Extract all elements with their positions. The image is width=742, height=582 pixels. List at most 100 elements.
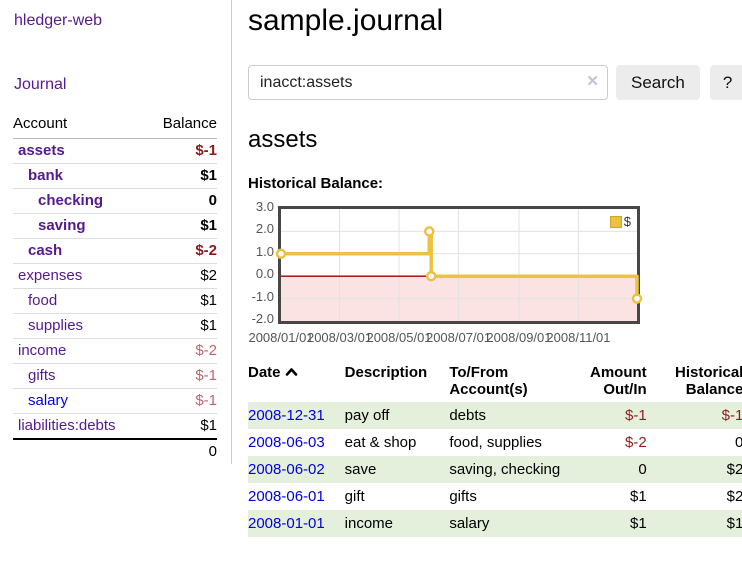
account-link[interactable]: cash (28, 242, 63, 259)
y-axis-tick-label: 3.0 (255, 199, 274, 214)
transaction-date-link[interactable]: 2008-06-02 (248, 461, 325, 478)
account-balance: $-2 (146, 238, 217, 264)
account-row: income $-2 (13, 338, 217, 364)
accounts-header-balance: Balance (146, 112, 217, 139)
sidebar: hledger-web Journal Account Balance asse… (0, 0, 232, 464)
transaction-accounts: salary (449, 510, 569, 537)
transaction-date-link[interactable]: 2008-12-31 (248, 407, 325, 424)
transaction-amount: $-1 (568, 402, 649, 429)
account-link[interactable]: food (28, 292, 58, 309)
historical-balance-chart: $ 3.0 2.0 1.0 0.0 -1.0 -2.0 2008/01/01 2008/03/… (248, 199, 742, 346)
account-balance: $1 (146, 288, 217, 314)
transaction-date-link[interactable]: 2008-06-01 (248, 488, 325, 505)
transaction-amount: $1 (629, 488, 647, 505)
account-row: checking 0 (13, 188, 217, 214)
account-link[interactable]: supplies (28, 317, 84, 334)
chart-title: Historical Balance: (248, 175, 384, 192)
transaction-balance: 0 (735, 434, 742, 451)
transaction-date-link[interactable]: 2008-01-01 (248, 515, 325, 532)
legend-label: $ (623, 214, 631, 229)
x-axis-tick-label: 2008/09/01 (486, 330, 552, 345)
account-balance: $-1 (146, 138, 217, 164)
accounts-header-account: Account (13, 112, 147, 139)
register-header-row: Date Description To/From Account(s) Amou… (248, 362, 742, 402)
transaction-amount: $-2 (624, 434, 647, 451)
account-link[interactable]: liabilities:debts (18, 417, 116, 434)
account-row: cash $-2 (13, 238, 217, 264)
account-balance: $1 (146, 413, 217, 440)
transaction-description: eat & shop (344, 434, 417, 451)
register-header-accounts: To/From Account(s) (449, 364, 528, 398)
account-balance: $2 (146, 263, 217, 289)
account-link[interactable]: income (18, 342, 67, 359)
account-row: expenses $2 (13, 263, 217, 289)
brand-link[interactable]: hledger-web (14, 12, 103, 29)
account-link[interactable]: gifts (28, 367, 56, 384)
account-balance: $-1 (146, 388, 217, 414)
transaction-balance: $2 (726, 488, 742, 505)
transaction-balance: $1 (648, 510, 742, 537)
app-window: hledger-web Journal Account Balance asse… (0, 0, 742, 537)
y-axis-tick-label: -1.0 (251, 288, 274, 304)
x-axis-tick-label: 2008/01/01 (248, 330, 314, 345)
help-button[interactable]: ? (709, 65, 742, 100)
account-balance: $1 (146, 163, 217, 189)
register-header-balance: Historical Balance (674, 364, 742, 398)
account-balance: $1 (146, 213, 217, 239)
account-link[interactable]: saving (38, 217, 86, 234)
accounts-total-value: 0 (146, 438, 217, 464)
transaction-balance: $2 (648, 456, 742, 483)
transaction-description: income (344, 510, 450, 537)
register-header-date[interactable]: Date (248, 362, 345, 402)
x-axis-tick-label: 2008/05/01 (366, 330, 432, 345)
register-table: Date Description To/From Account(s) Amou… (248, 362, 742, 537)
account-row: saving $1 (13, 213, 217, 239)
account-row: liabilities:debts $1 (13, 413, 217, 440)
account-row: gifts $-1 (13, 363, 217, 389)
account-row: food $1 (13, 288, 217, 314)
transaction-description: save (344, 456, 450, 483)
transaction-row: 2008-01-01 income salary $1 $1 (248, 510, 742, 537)
y-axis-tick-label: -2.0 (251, 311, 274, 326)
transaction-row: 2008-06-01 gift gifts $1 $2 (248, 483, 742, 510)
account-row: salary $-1 (13, 388, 217, 414)
sort-ascending-icon (285, 364, 298, 381)
search-form: ✕ Search ? (248, 65, 742, 100)
account-link[interactable]: bank (28, 167, 64, 184)
account-link[interactable]: expenses (18, 267, 83, 284)
clear-search-icon[interactable]: ✕ (586, 73, 599, 90)
account-link[interactable]: assets (18, 142, 65, 159)
x-axis-tick-label: 2008/03/01 (306, 330, 373, 345)
register-header-amount: Amount Out/In (590, 364, 647, 398)
main-content: sample.journal ✕ Search ? assets Histori… (232, 0, 742, 537)
accounts-total-row: 0 (13, 438, 217, 464)
register-header-date-label: Date (248, 364, 281, 381)
register-header-description: Description (344, 364, 428, 381)
y-axis-tick-label: 1.0 (255, 243, 274, 259)
account-row: assets $-1 (13, 138, 217, 164)
chart-plot-area: $ (275, 206, 643, 324)
account-link[interactable]: checking (38, 192, 104, 209)
legend-swatch (609, 215, 622, 228)
search-input[interactable] (248, 65, 608, 100)
transaction-amount: 0 (568, 456, 649, 483)
account-balance: $-1 (146, 363, 217, 389)
section-title: assets (248, 126, 318, 153)
chart-canvas (275, 209, 643, 321)
account-balance: $-2 (146, 338, 217, 364)
account-balance: $1 (146, 313, 217, 339)
x-axis-tick-label: 2008/11/01 (546, 330, 611, 345)
transaction-accounts: debts (449, 402, 569, 429)
transaction-accounts: saving, checking (449, 456, 569, 483)
transaction-date-link[interactable]: 2008-06-03 (248, 434, 325, 451)
transaction-amount: $1 (568, 510, 649, 537)
search-field-wrap: ✕ (248, 65, 608, 100)
search-button[interactable]: Search (616, 65, 700, 100)
account-link[interactable]: salary (28, 392, 69, 409)
transaction-description: pay off (344, 402, 450, 429)
sidebar-item-journal[interactable]: Journal (14, 76, 67, 93)
transaction-row: 2008-12-31 pay off debts $-1 $-1 (248, 402, 742, 429)
account-row: supplies $1 (13, 313, 217, 339)
transaction-accounts: food, supplies (449, 434, 542, 451)
y-axis-tick-label: 2.0 (255, 221, 274, 237)
